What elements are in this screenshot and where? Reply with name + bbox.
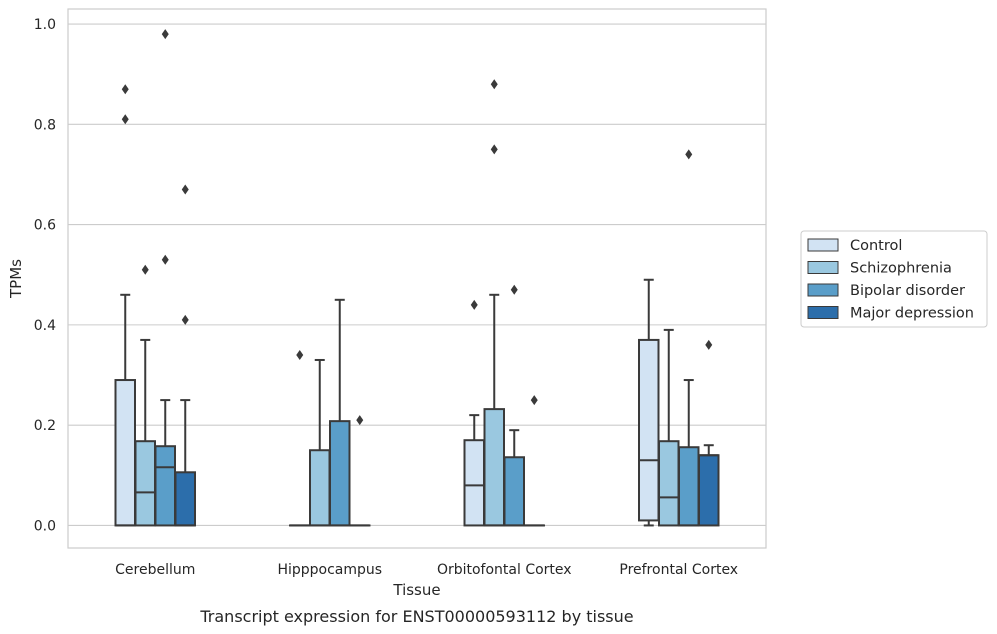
- box-major-depression: [349, 415, 371, 527]
- box-control: [114, 84, 136, 527]
- box-iqr: [154, 445, 176, 527]
- box-iqr: [329, 420, 351, 527]
- box-iqr: [658, 440, 680, 527]
- box-control: [638, 278, 660, 527]
- outlier-point: [181, 184, 189, 195]
- outlier-point: [470, 299, 478, 310]
- box-bipolar-disorder: [154, 29, 176, 527]
- legend-label: Schizophrenia: [850, 261, 952, 277]
- legend-swatch: [807, 261, 839, 274]
- outlier-point: [161, 29, 169, 40]
- outlier-point: [530, 395, 538, 406]
- y-tick-label: 0.4: [34, 318, 56, 334]
- outlier-point: [181, 314, 189, 325]
- legend-swatch: [807, 238, 839, 252]
- outlier-point: [141, 264, 149, 275]
- box-iqr: [483, 408, 505, 527]
- legend-label: Bipolar disorder: [850, 283, 965, 299]
- outlier-point: [296, 349, 304, 360]
- box-iqr: [134, 440, 156, 527]
- x-tick-label: Orbitofontal Cortex: [437, 562, 572, 578]
- x-axis-ticks: Cerebellum Hipppocampus Orbitofontal Corte…: [115, 562, 738, 578]
- y-tick-label: 1.0: [34, 17, 56, 33]
- y-axis-label: TPMs: [7, 259, 25, 299]
- box-schizophrenia: [658, 328, 680, 527]
- outlier-point: [510, 284, 518, 295]
- box-schizophrenia: [309, 358, 331, 527]
- box-major-depression: [698, 339, 720, 527]
- y-axis-ticks: 0.0 0.2 0.4 0.6 0.8 1.0: [34, 17, 56, 534]
- outlier-point: [490, 79, 498, 90]
- box-iqr: [503, 456, 525, 527]
- box-iqr: [309, 449, 331, 527]
- box-major-depression: [174, 184, 196, 527]
- box-iqr: [174, 471, 196, 527]
- box-schizophrenia: [134, 264, 156, 527]
- box-iqr: [114, 379, 136, 527]
- box-schizophrenia: [483, 79, 505, 527]
- box-bipolar-disorder: [503, 284, 525, 527]
- box-iqr: [698, 454, 720, 527]
- legend-label: Major depression: [850, 306, 974, 322]
- y-tick-label: 0.8: [34, 117, 56, 133]
- y-tick-label: 0.2: [34, 418, 56, 434]
- outlier-point: [121, 114, 129, 125]
- plot-area-frame: [67, 8, 767, 549]
- outlier-point: [490, 144, 498, 155]
- y-tick-label: 0.6: [34, 218, 56, 234]
- legend-frame: [800, 230, 988, 328]
- legend-label: Control: [850, 238, 902, 254]
- box-control: [289, 349, 311, 527]
- y-tick-label: 0.0: [34, 518, 56, 534]
- box-bipolar-disorder: [329, 298, 351, 527]
- box-control: [463, 299, 485, 527]
- outlier-point: [705, 339, 713, 350]
- box-iqr: [463, 439, 485, 527]
- outlier-point: [685, 149, 693, 160]
- outlier-point: [161, 254, 169, 265]
- outlier-point: [356, 415, 364, 426]
- box-groups: [114, 29, 720, 527]
- legend-swatch: [807, 283, 839, 297]
- legend: Control Schizophrenia Bipolar disorder Majo…: [800, 230, 988, 328]
- chart-caption: Transcript expression for ENST0000059311…: [199, 607, 633, 626]
- x-tick-label: Cerebellum: [115, 562, 195, 578]
- x-tick-label: Prefrontal Cortex: [619, 562, 738, 578]
- x-axis-label: Tissue: [392, 581, 440, 599]
- box-major-depression: [523, 395, 545, 527]
- box-iqr: [678, 446, 700, 527]
- outlier-point: [121, 84, 129, 95]
- box-bipolar-disorder: [678, 149, 700, 527]
- box-iqr: [638, 338, 660, 522]
- x-tick-label: Hipppocampus: [277, 562, 382, 578]
- legend-swatch: [807, 306, 839, 319]
